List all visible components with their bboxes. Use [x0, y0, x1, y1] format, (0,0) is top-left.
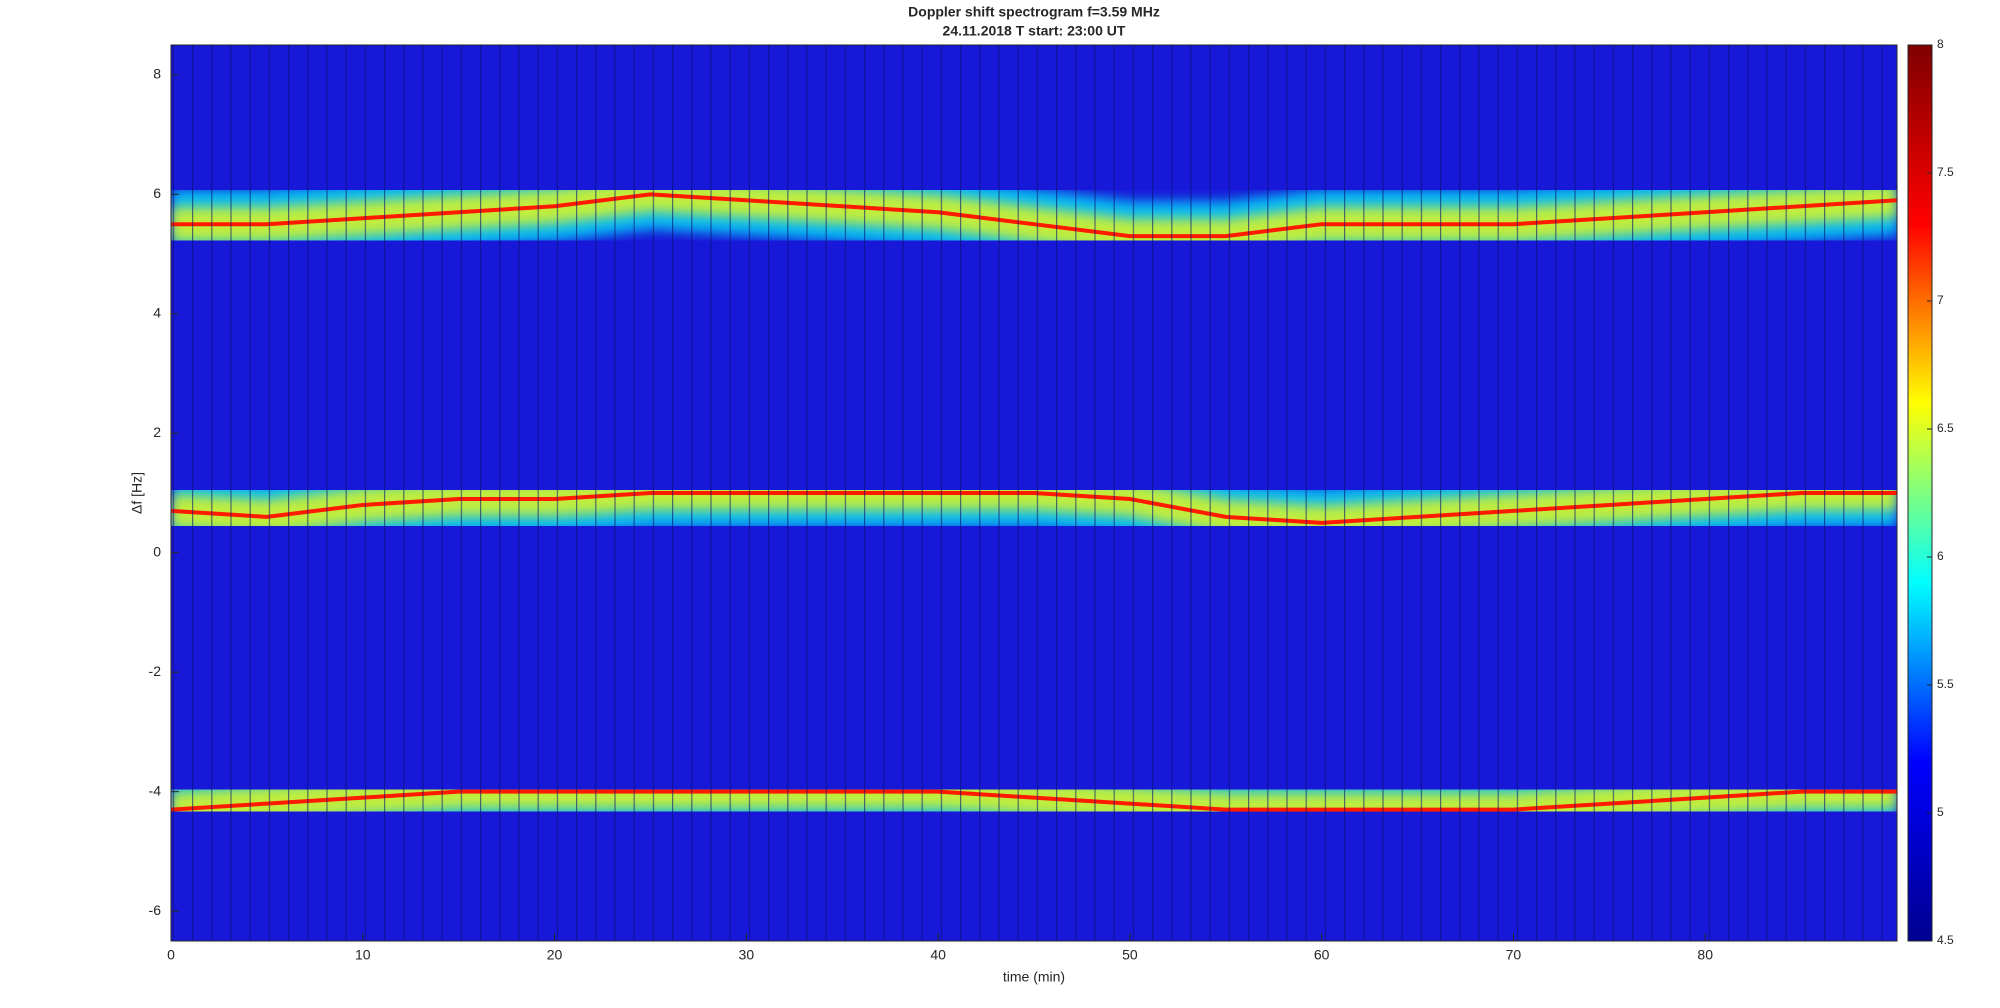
- x-axis-label: time (min): [1003, 969, 1065, 985]
- colorbar-tick-label: 4.5: [1937, 933, 1954, 947]
- time-segment-stripes: [171, 45, 1897, 941]
- x-tick-label: 80: [1697, 947, 1713, 963]
- y-tick-label: 8: [153, 66, 161, 82]
- colorbar: [1907, 44, 1933, 942]
- x-tick-label: 0: [167, 947, 175, 963]
- y-axis-label: Δf [Hz]: [129, 472, 145, 514]
- y-tick-label: 6: [153, 185, 161, 201]
- bands: [171, 45, 1897, 941]
- colorbar-tick-label: 7: [1937, 293, 1944, 307]
- colorbar-tick-label: 7.5: [1937, 165, 1954, 179]
- colorbar-tick-label: 8: [1937, 37, 1944, 51]
- plot-frame: [170, 44, 1898, 942]
- x-tick-label: 60: [1314, 947, 1330, 963]
- y-tick-label: 2: [153, 424, 161, 440]
- colorbar-tick-label: 6: [1937, 549, 1944, 563]
- x-tick-label: 30: [739, 947, 755, 963]
- y-tick-label: -2: [149, 663, 162, 679]
- y-tick-label: -4: [149, 782, 162, 798]
- colorbar-tick-label: 5: [1937, 805, 1944, 819]
- x-tick-label: 20: [547, 947, 563, 963]
- x-tick-label: 10: [355, 947, 371, 963]
- x-tick-label: 70: [1506, 947, 1522, 963]
- chart-title: Doppler shift spectrogram f=3.59 MHz: [908, 4, 1160, 20]
- x-tick-label: 40: [930, 947, 946, 963]
- colorbar-tick-label: 5.5: [1937, 677, 1954, 691]
- y-tick-label: -6: [149, 902, 162, 918]
- chart-subtitle: 24.11.2018 T start: 23:00 UT: [943, 23, 1126, 39]
- x-tick-label: 50: [1122, 947, 1138, 963]
- y-tick-label: 0: [153, 543, 161, 559]
- colorbar-tick-label: 6.5: [1937, 421, 1954, 435]
- y-tick-label: 4: [153, 305, 161, 321]
